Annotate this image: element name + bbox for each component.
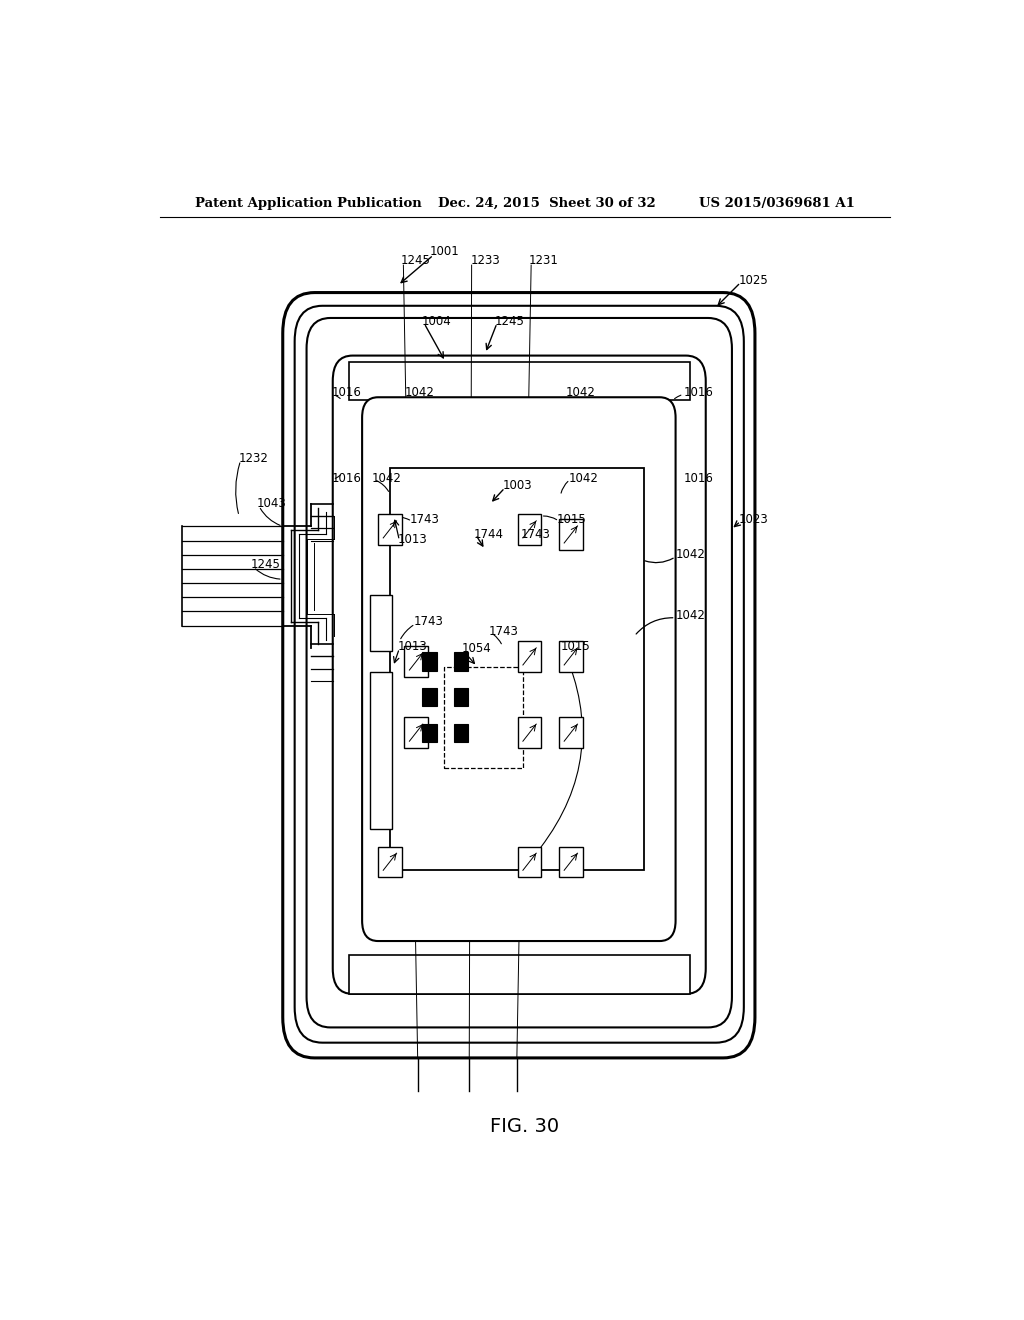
Text: 1042: 1042 [568, 473, 598, 484]
Bar [423, 652, 436, 671]
Text: 1023: 1023 [739, 512, 769, 525]
FancyBboxPatch shape [295, 306, 743, 1043]
Text: US 2015/0369681 A1: US 2015/0369681 A1 [699, 197, 855, 210]
Bar [518, 718, 542, 748]
Text: 1054: 1054 [461, 642, 492, 655]
Text: FIG. 30: FIG. 30 [490, 1117, 559, 1135]
Text: 1245: 1245 [495, 314, 524, 327]
Text: 1231: 1231 [528, 253, 559, 267]
Text: 1025: 1025 [739, 273, 769, 286]
Text: Patent Application Publication: Patent Application Publication [196, 197, 422, 210]
Text: 1003: 1003 [503, 479, 532, 492]
Bar [404, 718, 428, 748]
Bar [455, 723, 468, 742]
Text: 1004: 1004 [422, 314, 452, 327]
Bar [518, 846, 542, 876]
Text: 1232: 1232 [240, 451, 269, 465]
Text: 1743: 1743 [489, 624, 519, 638]
Text: 1016: 1016 [332, 473, 361, 484]
Bar [423, 688, 436, 706]
Bar [348, 956, 690, 994]
Text: 1743: 1743 [521, 528, 551, 541]
Text: 1042: 1042 [372, 473, 401, 484]
Text: 1015: 1015 [557, 512, 587, 525]
Bar [559, 519, 583, 549]
Text: 1001: 1001 [430, 246, 460, 259]
Bar [378, 513, 401, 545]
Bar [390, 469, 644, 870]
Text: 1015: 1015 [560, 640, 590, 653]
FancyBboxPatch shape [283, 293, 755, 1057]
Text: Dec. 24, 2015  Sheet 30 of 32: Dec. 24, 2015 Sheet 30 of 32 [437, 197, 655, 210]
Text: 1743: 1743 [410, 512, 439, 525]
Text: 1042: 1042 [676, 610, 706, 622]
FancyBboxPatch shape [306, 318, 732, 1027]
Bar [559, 642, 583, 672]
Bar [455, 652, 468, 671]
Bar [378, 846, 401, 876]
Bar [443, 667, 523, 768]
Bar [404, 647, 428, 677]
Text: 1016: 1016 [684, 385, 714, 399]
Text: 1016: 1016 [684, 473, 714, 484]
Bar [370, 672, 392, 829]
Text: 1233: 1233 [471, 253, 501, 267]
Text: 1043: 1043 [257, 498, 287, 511]
Text: 1042: 1042 [566, 385, 596, 399]
Bar [348, 362, 690, 400]
Text: 1245: 1245 [400, 253, 430, 267]
Text: 1042: 1042 [404, 385, 434, 399]
Bar [423, 723, 436, 742]
Text: 1042: 1042 [676, 548, 706, 561]
Bar [370, 595, 392, 651]
Text: 1245: 1245 [251, 558, 281, 572]
FancyBboxPatch shape [333, 355, 706, 994]
Bar [518, 513, 542, 545]
Bar [559, 718, 583, 748]
FancyBboxPatch shape [362, 397, 676, 941]
Bar [559, 846, 583, 876]
Text: 1013: 1013 [397, 640, 428, 653]
Text: 1013: 1013 [397, 533, 428, 546]
Text: 1016: 1016 [332, 385, 361, 399]
Bar [455, 688, 468, 706]
Text: 1744: 1744 [473, 528, 503, 541]
Text: 1743: 1743 [414, 615, 443, 628]
Bar [518, 642, 542, 672]
